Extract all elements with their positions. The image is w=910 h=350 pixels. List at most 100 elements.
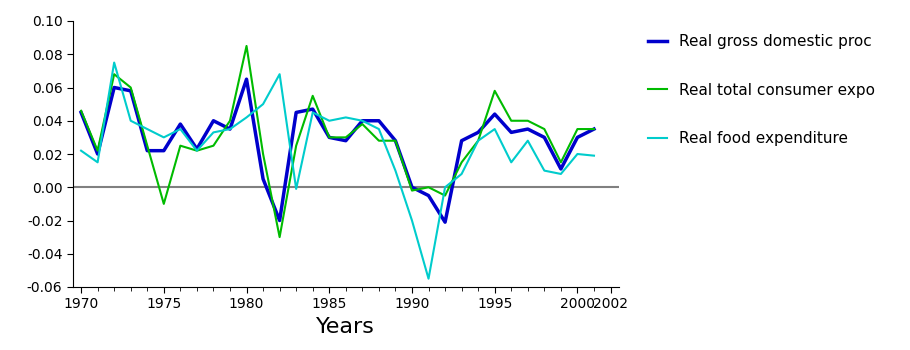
Real food expenditure: [308, 110, 318, 114]
Real food expenditure: [76, 148, 86, 153]
Real gross domestic proc: [506, 130, 517, 134]
Real gross domestic proc: [142, 148, 153, 153]
Real gross domestic proc: [225, 127, 236, 131]
Real food expenditure: [440, 185, 450, 189]
Real total consumer expo: [490, 89, 501, 93]
Real food expenditure: [340, 116, 351, 120]
Real total consumer expo: [208, 144, 219, 148]
Legend: Real gross domestic proc, Real total consumer expo, Real food expenditure: Real gross domestic proc, Real total con…: [648, 34, 875, 146]
Real food expenditure: [390, 169, 401, 173]
Real food expenditure: [490, 127, 501, 131]
Real total consumer expo: [258, 152, 268, 156]
Real gross domestic proc: [324, 135, 335, 139]
Real gross domestic proc: [340, 139, 351, 143]
Real total consumer expo: [126, 85, 136, 90]
Real gross domestic proc: [589, 127, 600, 131]
Real total consumer expo: [539, 127, 550, 131]
Real gross domestic proc: [472, 130, 483, 134]
Real total consumer expo: [506, 119, 517, 123]
Real gross domestic proc: [158, 148, 169, 153]
Real food expenditure: [175, 127, 186, 131]
Real food expenditure: [290, 187, 301, 191]
Real food expenditure: [142, 127, 153, 131]
Real food expenditure: [555, 172, 566, 176]
Real food expenditure: [108, 61, 119, 65]
Real gross domestic proc: [572, 135, 583, 139]
Real gross domestic proc: [76, 110, 86, 114]
Real total consumer expo: [225, 119, 236, 123]
Real food expenditure: [572, 152, 583, 156]
Real food expenditure: [456, 172, 467, 176]
Real total consumer expo: [191, 148, 202, 153]
Real gross domestic proc: [175, 122, 186, 126]
Real gross domestic proc: [274, 218, 285, 223]
Real total consumer expo: [572, 127, 583, 131]
Real gross domestic proc: [423, 194, 434, 198]
Real total consumer expo: [440, 194, 450, 198]
Line: Real food expenditure: Real food expenditure: [81, 63, 594, 279]
Real food expenditure: [423, 276, 434, 281]
Real gross domestic proc: [490, 112, 501, 116]
Real gross domestic proc: [208, 119, 219, 123]
Real gross domestic proc: [407, 185, 418, 189]
Real food expenditure: [241, 116, 252, 120]
Real total consumer expo: [390, 139, 401, 143]
Real total consumer expo: [555, 160, 566, 164]
Real food expenditure: [522, 139, 533, 143]
Real food expenditure: [191, 148, 202, 153]
Real total consumer expo: [340, 135, 351, 139]
Real gross domestic proc: [191, 147, 202, 151]
Real total consumer expo: [456, 160, 467, 164]
Real gross domestic proc: [126, 89, 136, 93]
Real total consumer expo: [175, 144, 186, 148]
Real food expenditure: [92, 160, 103, 164]
Real gross domestic proc: [357, 119, 368, 123]
Real total consumer expo: [423, 185, 434, 189]
Real total consumer expo: [274, 235, 285, 239]
Real gross domestic proc: [290, 110, 301, 114]
Real gross domestic proc: [456, 139, 467, 143]
Real gross domestic proc: [539, 135, 550, 139]
Real food expenditure: [407, 218, 418, 223]
Real food expenditure: [539, 169, 550, 173]
Real food expenditure: [126, 119, 136, 123]
Real food expenditure: [208, 130, 219, 134]
Real gross domestic proc: [373, 119, 384, 123]
Real total consumer expo: [357, 122, 368, 126]
Real total consumer expo: [108, 72, 119, 76]
Real gross domestic proc: [440, 220, 450, 224]
Real total consumer expo: [290, 144, 301, 148]
X-axis label: Years: Years: [317, 317, 375, 337]
Real total consumer expo: [308, 94, 318, 98]
Real total consumer expo: [589, 127, 600, 131]
Real gross domestic proc: [108, 85, 119, 90]
Real total consumer expo: [324, 135, 335, 139]
Real food expenditure: [357, 119, 368, 123]
Real food expenditure: [589, 154, 600, 158]
Real total consumer expo: [472, 139, 483, 143]
Real total consumer expo: [76, 108, 86, 113]
Real food expenditure: [373, 127, 384, 131]
Real food expenditure: [506, 160, 517, 164]
Line: Real gross domestic proc: Real gross domestic proc: [81, 79, 594, 222]
Real food expenditure: [258, 102, 268, 106]
Real gross domestic proc: [258, 177, 268, 181]
Real food expenditure: [472, 139, 483, 143]
Real food expenditure: [274, 72, 285, 76]
Real food expenditure: [225, 127, 236, 131]
Real gross domestic proc: [522, 127, 533, 131]
Real food expenditure: [324, 119, 335, 123]
Real gross domestic proc: [308, 107, 318, 111]
Real total consumer expo: [158, 202, 169, 206]
Real total consumer expo: [92, 148, 103, 153]
Real gross domestic proc: [390, 139, 401, 143]
Real total consumer expo: [373, 139, 384, 143]
Real gross domestic proc: [92, 152, 103, 156]
Real total consumer expo: [142, 144, 153, 148]
Real total consumer expo: [522, 119, 533, 123]
Line: Real total consumer expo: Real total consumer expo: [81, 46, 594, 237]
Real total consumer expo: [407, 188, 418, 193]
Real total consumer expo: [241, 44, 252, 48]
Real gross domestic proc: [241, 77, 252, 81]
Real food expenditure: [158, 135, 169, 139]
